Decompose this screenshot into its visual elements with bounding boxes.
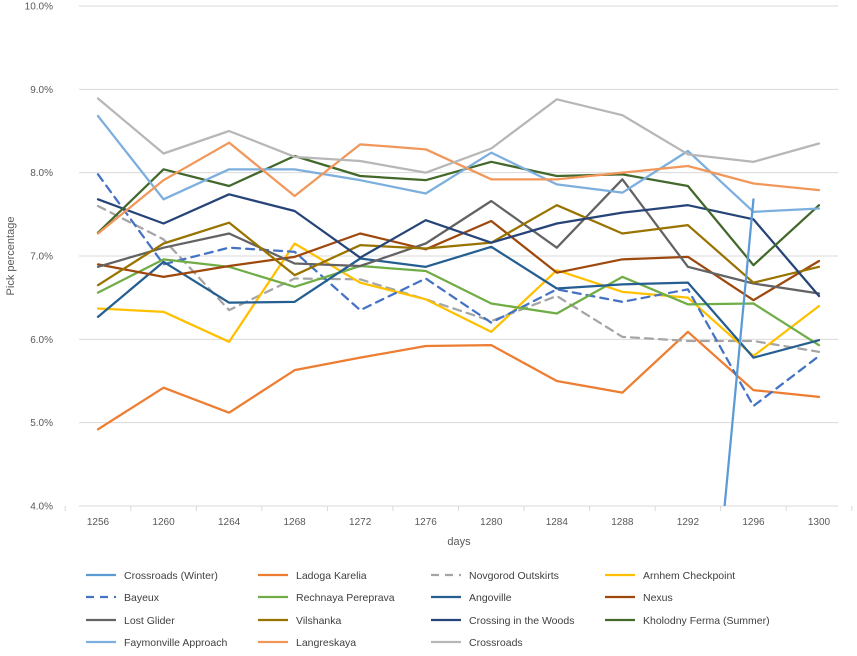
series-line-1 — [96, 330, 821, 431]
series-line-11 — [96, 154, 821, 267]
legend-label: Kholodny Ferma (Summer) — [643, 615, 770, 627]
series-segment-0 — [723, 198, 755, 506]
y-tick-label: 5.0% — [30, 418, 53, 429]
series-line-2 — [96, 204, 821, 353]
x-tick-label: 1260 — [152, 517, 175, 528]
legend-item: Nexus — [605, 592, 673, 604]
x-tick-label: 1284 — [546, 517, 569, 528]
x-tick-label: 1288 — [611, 517, 634, 528]
legend-label: Arnhem Checkpoint — [643, 570, 735, 582]
x-tick-label: 1296 — [742, 517, 765, 528]
x-tick-label: 1256 — [87, 517, 110, 528]
legend-label: Angoville — [469, 592, 512, 604]
y-axis-title: Pick percentage — [5, 217, 17, 296]
legend-item: Angoville — [431, 592, 512, 604]
x-tick-label: 1268 — [284, 517, 307, 528]
legend-item: Rechnaya Perepravа — [258, 592, 395, 604]
y-tick-label: 4.0% — [30, 502, 53, 513]
series-line-12 — [96, 114, 821, 213]
legend-label: Novgorod Outskirts — [469, 570, 559, 582]
legend-item: Arnhem Checkpoint — [605, 570, 735, 582]
legend-item: Ladoga Karelia — [258, 570, 367, 582]
x-tick-label: 1292 — [677, 517, 700, 528]
legend-label: Bayeux — [124, 592, 160, 604]
x-tick-label: 1272 — [349, 517, 372, 528]
legend-item: Vilshanka — [258, 615, 341, 627]
series-line-13 — [96, 141, 821, 235]
legend-item: Novgorod Outskirts — [431, 570, 559, 582]
x-tick-label: 1300 — [808, 517, 831, 528]
legend-label: Crossroads — [469, 637, 523, 649]
legend-item: Kholodny Ferma (Summer) — [605, 615, 770, 627]
y-tick-label: 10.0% — [25, 2, 53, 13]
y-tick-label: 6.0% — [30, 335, 53, 346]
legend-label: Crossroads (Winter) — [124, 570, 218, 582]
legend-label: Faymonville Approach — [124, 637, 227, 649]
series-line-8 — [96, 178, 821, 295]
x-tick-label: 1280 — [480, 517, 503, 528]
legend-label: Langreskaya — [296, 637, 356, 649]
legend-item: Lost Glider — [86, 615, 175, 627]
y-tick-label: 9.0% — [30, 85, 53, 96]
x-tick-label: 1264 — [218, 517, 241, 528]
legend-item: Langreskaya — [258, 637, 356, 649]
x-tick-label: 1276 — [415, 517, 438, 528]
series-line-5 — [96, 258, 821, 347]
legend-label: Lost Glider — [124, 615, 175, 627]
gridlines — [79, 5, 838, 424]
y-tick-label: 7.0% — [30, 252, 53, 263]
series-line-10 — [96, 193, 821, 298]
series-line-14 — [96, 97, 821, 174]
legend-label: Nexus — [643, 592, 673, 604]
x-axis-ticks: 1256 1260 1264 1268 1272 1276 1280 1284 1288 1292… — [64, 506, 853, 528]
legend-label: Crossing in the Woods — [469, 615, 574, 627]
legend-label: Vilshanka — [296, 615, 341, 627]
legend-item: Faymonville Approach — [86, 637, 227, 649]
series-line-7 — [96, 219, 821, 302]
legend-item: Bayeux — [86, 592, 160, 604]
series-line-4 — [96, 173, 821, 408]
series-lines — [96, 97, 821, 506]
legend-item: Crossing in the Woods — [431, 615, 574, 627]
legend-item: Crossroads (Winter) — [86, 570, 218, 582]
legend-label: Rechnaya Perepravа — [296, 592, 395, 604]
series-line-9 — [96, 204, 821, 287]
legend: Crossroads (Winter) Ladoga Karelia Novgoro… — [86, 570, 770, 649]
x-axis-title: days — [447, 536, 471, 548]
legend-label: Ladoga Karelia — [296, 570, 367, 582]
series-line-6 — [96, 245, 821, 359]
series-line-3 — [96, 242, 821, 358]
y-axis-ticks: 4.0% 5.0% 6.0% 7.0% 8.0% 9.0% 10.0% — [25, 2, 53, 513]
legend-item: Crossroads — [431, 637, 523, 649]
y-tick-label: 8.0% — [30, 168, 53, 179]
